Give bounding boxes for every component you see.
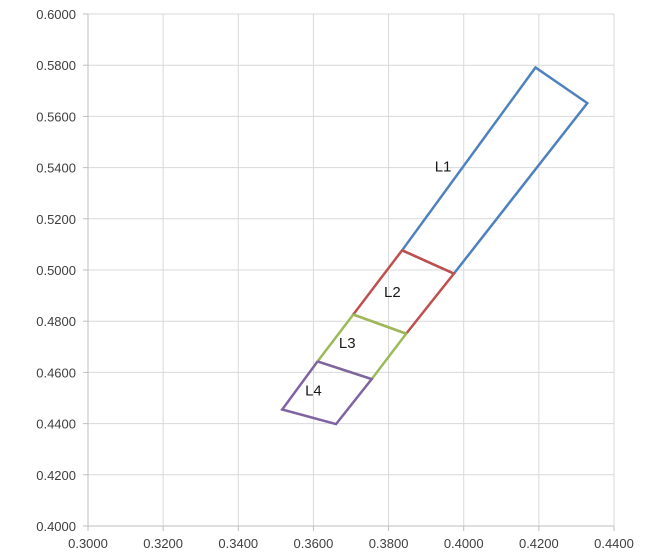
axes bbox=[83, 13, 615, 531]
x-tick-label: 0.3400 bbox=[218, 536, 258, 551]
y-tick-label: 0.6000 bbox=[36, 7, 76, 22]
y-tick-label: 0.4000 bbox=[36, 519, 76, 534]
series-l1-outline bbox=[401, 65, 590, 276]
series-l4-outline bbox=[280, 360, 374, 426]
series-l2-label: L2 bbox=[384, 284, 401, 301]
series-l1-label: L1 bbox=[435, 158, 452, 175]
x-tick-label: 0.4400 bbox=[594, 536, 634, 551]
x-tick-label: 0.3600 bbox=[294, 536, 334, 551]
x-tick-label: 0.4200 bbox=[519, 536, 559, 551]
x-tick-label: 0.3800 bbox=[369, 536, 409, 551]
region-labels: L1 L2 L3 L4 bbox=[305, 158, 451, 399]
y-tick-label: 0.4200 bbox=[36, 468, 76, 483]
y-tick-labels: 0.4000 0.4200 0.4400 0.4600 0.4800 0.5000 0.52… bbox=[36, 7, 76, 534]
x-tick-label: 0.4000 bbox=[444, 536, 484, 551]
series-outlines bbox=[280, 65, 590, 426]
y-tick-label: 0.4600 bbox=[36, 365, 76, 380]
y-tick-label: 0.5800 bbox=[36, 58, 76, 73]
y-tick-label: 0.5200 bbox=[36, 212, 76, 227]
x-tick-label: 0.3000 bbox=[68, 536, 108, 551]
y-tick-label: 0.5600 bbox=[36, 109, 76, 124]
y-tick-label: 0.4400 bbox=[36, 417, 76, 432]
series-l3-label: L3 bbox=[339, 335, 356, 352]
gridlines bbox=[88, 13, 615, 526]
series-l3-outline bbox=[315, 313, 409, 381]
x-tick-label: 0.3200 bbox=[143, 536, 183, 551]
y-tick-label: 0.5400 bbox=[36, 161, 76, 176]
x-tick-labels: 0.3000 0.3200 0.3400 0.3600 0.3800 0.4000 0.42… bbox=[68, 536, 634, 551]
series-l4-label: L4 bbox=[305, 383, 322, 400]
y-tick-label: 0.4800 bbox=[36, 314, 76, 329]
y-tick-label: 0.5000 bbox=[36, 263, 76, 278]
